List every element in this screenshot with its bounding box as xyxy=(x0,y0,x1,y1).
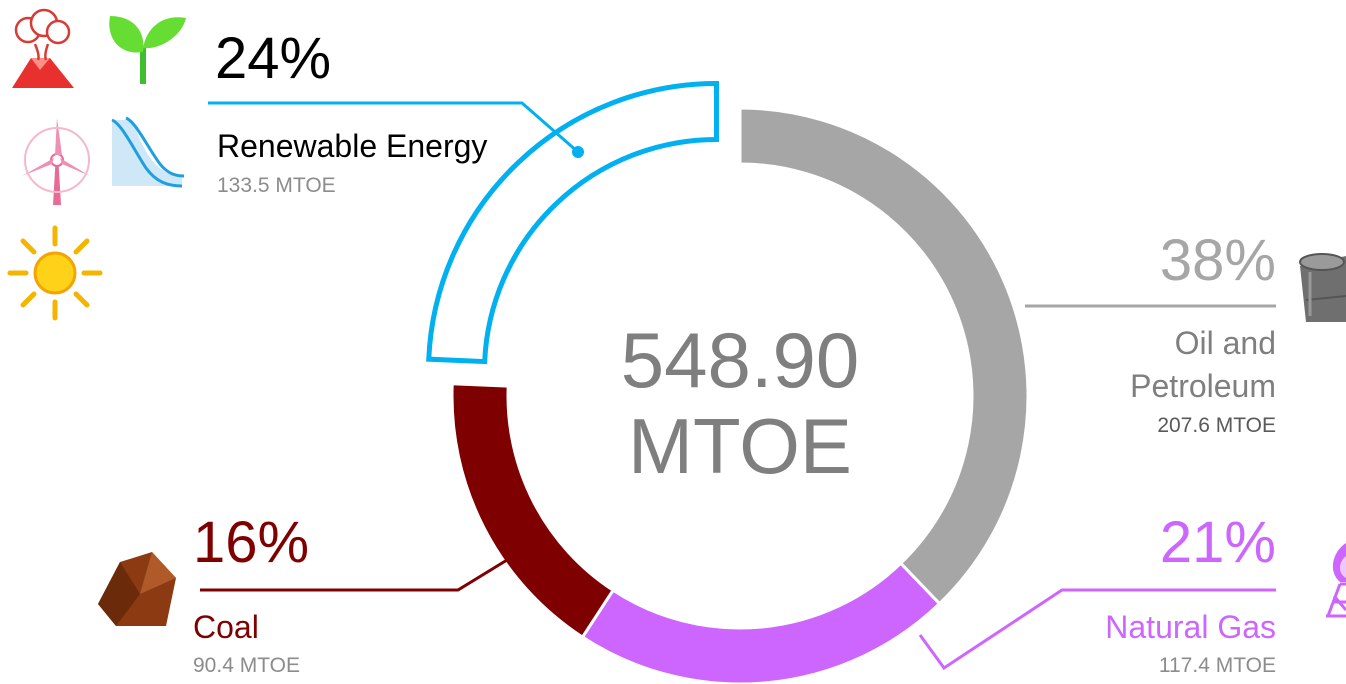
coal-value: 90.4 MTOE xyxy=(193,654,300,677)
donut-slice-oil-and-petroleum xyxy=(738,106,1030,606)
oil-value: 207.6 MTOE xyxy=(1157,414,1276,437)
volcano-icon xyxy=(12,8,74,88)
donut-slices xyxy=(426,80,1030,684)
donut-slice-renewable-energy xyxy=(426,80,719,365)
leader-dot-renewable xyxy=(572,146,584,158)
wind-turbine-icon xyxy=(22,118,90,205)
oil-barrel-icon xyxy=(1299,253,1346,322)
renewable-label: Renewable Energy xyxy=(217,128,488,164)
oil-percent: 38% xyxy=(1159,228,1276,293)
total-unit: MTOE xyxy=(628,401,852,490)
gas-derrick-icon xyxy=(1326,543,1346,618)
leader-line-coal xyxy=(200,558,508,592)
donut-slice-natural-gas xyxy=(580,561,942,684)
leader-line-renewable xyxy=(208,101,579,154)
total-value: 548.90 xyxy=(620,316,860,404)
coal-lump-icon xyxy=(98,552,176,626)
sun-icon xyxy=(7,225,103,321)
oil-label-line-2: Petroleum xyxy=(1130,368,1276,404)
gas-percent: 21% xyxy=(1159,510,1276,575)
donut-slice-coal xyxy=(450,382,616,640)
renewable-percent: 24% xyxy=(215,26,332,91)
dam-icon xyxy=(111,116,185,188)
renewable-value: 133.5 MTOE xyxy=(217,174,336,197)
donut-center-total: 548.90 MTOE xyxy=(590,316,890,490)
coal-percent: 16% xyxy=(193,510,310,575)
gas-value: 117.4 MTOE xyxy=(1158,654,1276,677)
oil-label-line-1: Oil and xyxy=(1174,325,1276,361)
sprout-icon xyxy=(109,16,186,84)
gas-label: Natural Gas xyxy=(1105,609,1276,645)
leader-line-gas xyxy=(918,588,1276,671)
coal-label: Coal xyxy=(193,609,259,645)
